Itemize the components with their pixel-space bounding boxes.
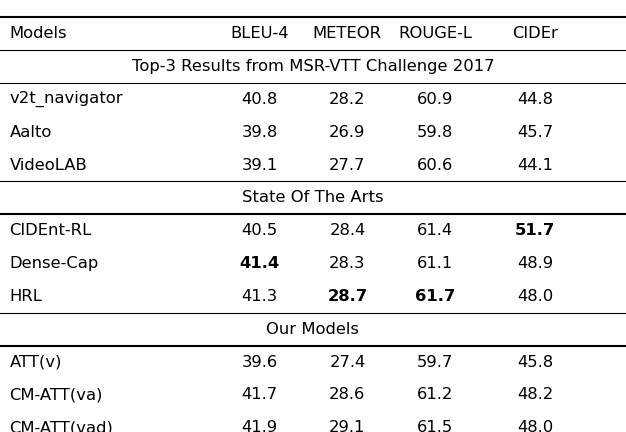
Text: HRL: HRL — [9, 289, 43, 304]
Text: 28.7: 28.7 — [327, 289, 367, 304]
Text: 28.3: 28.3 — [329, 256, 366, 271]
Text: 44.8: 44.8 — [517, 92, 553, 107]
Text: 59.7: 59.7 — [417, 355, 453, 369]
Text: 51.7: 51.7 — [515, 223, 555, 238]
Text: 41.7: 41.7 — [242, 388, 278, 402]
Text: Top-3 Results from MSR-VTT Challenge 2017: Top-3 Results from MSR-VTT Challenge 201… — [131, 59, 495, 74]
Text: Dense-Cap: Dense-Cap — [9, 256, 99, 271]
Text: 61.7: 61.7 — [415, 289, 455, 304]
Text: 41.4: 41.4 — [240, 256, 280, 271]
Text: 28.4: 28.4 — [329, 223, 366, 238]
Text: 39.6: 39.6 — [242, 355, 278, 369]
Text: Aalto: Aalto — [9, 125, 52, 140]
Text: ROUGE-L: ROUGE-L — [398, 26, 472, 41]
Text: 27.4: 27.4 — [329, 355, 366, 369]
Text: 27.7: 27.7 — [329, 158, 366, 172]
Text: 45.8: 45.8 — [517, 355, 553, 369]
Text: 48.2: 48.2 — [517, 388, 553, 402]
Text: 48.0: 48.0 — [517, 420, 553, 432]
Text: VideoLAB: VideoLAB — [9, 158, 87, 172]
Text: CIDEr: CIDEr — [512, 26, 558, 41]
Text: 44.1: 44.1 — [517, 158, 553, 172]
Text: State Of The Arts: State Of The Arts — [242, 191, 384, 205]
Text: CM-ATT(vad): CM-ATT(vad) — [9, 420, 113, 432]
Text: ATT(v): ATT(v) — [9, 355, 62, 369]
Text: 41.9: 41.9 — [242, 420, 278, 432]
Text: METEOR: METEOR — [313, 26, 382, 41]
Text: 39.1: 39.1 — [242, 158, 278, 172]
Text: 26.9: 26.9 — [329, 125, 366, 140]
Text: Models: Models — [9, 26, 67, 41]
Text: 29.1: 29.1 — [329, 420, 366, 432]
Text: CIDEnt-RL: CIDEnt-RL — [9, 223, 91, 238]
Text: 61.5: 61.5 — [417, 420, 453, 432]
Text: 60.9: 60.9 — [417, 92, 453, 107]
Text: 48.0: 48.0 — [517, 289, 553, 304]
Text: 61.2: 61.2 — [417, 388, 453, 402]
Text: v2t_navigator: v2t_navigator — [9, 91, 123, 108]
Text: 48.9: 48.9 — [517, 256, 553, 271]
Text: 28.6: 28.6 — [329, 388, 366, 402]
Text: CM-ATT(va): CM-ATT(va) — [9, 388, 103, 402]
Text: 40.8: 40.8 — [242, 92, 278, 107]
Text: 59.8: 59.8 — [417, 125, 453, 140]
Text: 61.1: 61.1 — [417, 256, 453, 271]
Text: 39.8: 39.8 — [242, 125, 278, 140]
Text: 28.2: 28.2 — [329, 92, 366, 107]
Text: Our Models: Our Models — [267, 322, 359, 337]
Text: BLEU-4: BLEU-4 — [230, 26, 289, 41]
Text: 60.6: 60.6 — [417, 158, 453, 172]
Text: 61.4: 61.4 — [417, 223, 453, 238]
Text: 40.5: 40.5 — [242, 223, 278, 238]
Text: 41.3: 41.3 — [242, 289, 278, 304]
Text: 45.7: 45.7 — [517, 125, 553, 140]
